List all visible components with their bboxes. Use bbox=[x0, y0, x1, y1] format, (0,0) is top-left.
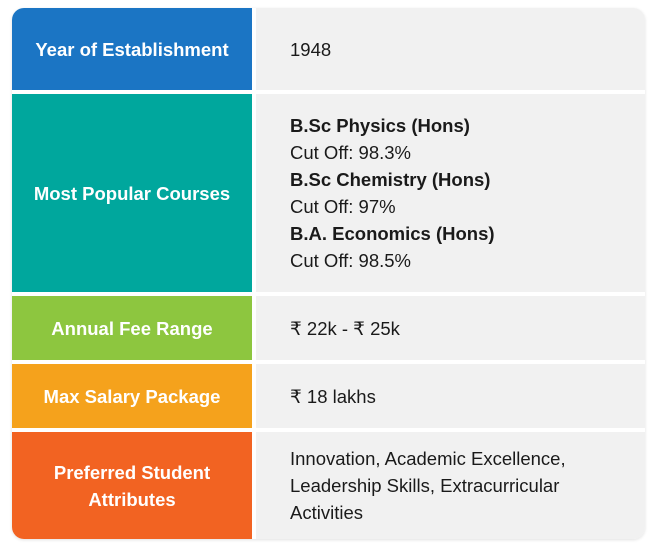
course-cutoff: Cut Off: 98.5% bbox=[290, 250, 411, 271]
label-most-popular-courses: Most Popular Courses bbox=[12, 94, 256, 292]
row-preferred-student-attributes: Preferred Student Attributes Innovation,… bbox=[12, 432, 645, 539]
course-cutoff: Cut Off: 97% bbox=[290, 196, 396, 217]
value-most-popular-courses: B.Sc Physics (Hons) Cut Off: 98.3% B.Sc … bbox=[256, 94, 645, 292]
label-preferred-student-attributes: Preferred Student Attributes bbox=[12, 432, 256, 539]
salary-value: ₹ 18 lakhs bbox=[290, 385, 376, 407]
value-preferred-student-attributes: Innovation, Academic Excellence, Leaders… bbox=[256, 432, 645, 539]
value-year-of-establishment: 1948 bbox=[256, 8, 645, 90]
attributes-value: Innovation, Academic Excellence, Leaders… bbox=[290, 448, 566, 523]
fee-value: ₹ 22k - ₹ 25k bbox=[290, 317, 400, 339]
course-name: B.Sc Physics (Hons) bbox=[290, 115, 470, 136]
college-info-table: Year of Establishment 1948 Most Popular … bbox=[12, 8, 645, 539]
row-year-of-establishment: Year of Establishment 1948 bbox=[12, 8, 645, 94]
label-year-of-establishment: Year of Establishment bbox=[12, 8, 256, 90]
value-max-salary-package: ₹ 18 lakhs bbox=[256, 364, 645, 428]
value-annual-fee-range: ₹ 22k - ₹ 25k bbox=[256, 296, 645, 360]
row-most-popular-courses: Most Popular Courses B.Sc Physics (Hons)… bbox=[12, 94, 645, 296]
label-max-salary-package: Max Salary Package bbox=[12, 364, 256, 428]
course-cutoff: Cut Off: 98.3% bbox=[290, 142, 411, 163]
row-annual-fee-range: Annual Fee Range ₹ 22k - ₹ 25k bbox=[12, 296, 645, 364]
course-name: B.A. Economics (Hons) bbox=[290, 223, 495, 244]
course-name: B.Sc Chemistry (Hons) bbox=[290, 169, 491, 190]
label-annual-fee-range: Annual Fee Range bbox=[12, 296, 256, 360]
year-value: 1948 bbox=[290, 38, 332, 60]
row-max-salary-package: Max Salary Package ₹ 18 lakhs bbox=[12, 364, 645, 432]
